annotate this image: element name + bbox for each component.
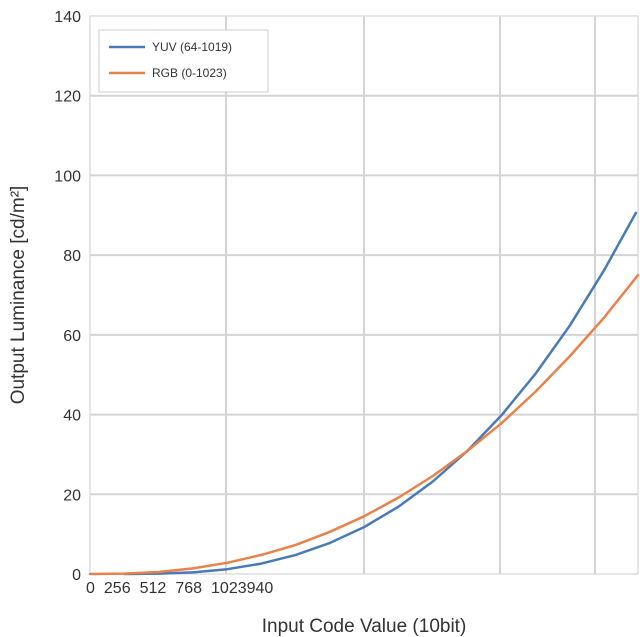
x-tick-label: 0 [86, 580, 95, 597]
series-line [123, 211, 638, 576]
series-lines [88, 211, 640, 576]
y-tick-labels: 0 20 40 60 80 100 120 140 [54, 9, 81, 584]
legend-label: RGB (0-1023) [152, 66, 227, 80]
y-tick-label: 100 [54, 168, 81, 185]
y-axis-title: Output Luminance [cd/m²] [8, 186, 29, 405]
legend-label: YUV (64-1019) [152, 40, 232, 54]
series-line [88, 273, 640, 576]
legend: YUV (64-1019) RGB (0-1023) [98, 29, 269, 93]
y-tick-label: 140 [54, 9, 81, 26]
y-tick-label: 20 [63, 487, 81, 504]
x-tick-label: 256 [104, 580, 131, 597]
y-tick-label: 120 [54, 89, 81, 106]
grid-lines [90, 16, 638, 574]
x-tick-labels: 0 256 512 768 1023 940 [86, 580, 273, 597]
x-tick-label: 940 [247, 580, 274, 597]
x-axis-title: Input Code Value (10bit) [262, 616, 467, 637]
y-tick-label: 40 [63, 408, 81, 425]
x-tick-label: 1023 [211, 580, 247, 597]
legend-box [98, 29, 269, 93]
y-tick-label: 60 [63, 328, 81, 345]
y-tick-label: 0 [72, 567, 81, 584]
x-tick-label: 768 [175, 580, 202, 597]
y-tick-label: 80 [63, 248, 81, 265]
x-tick-label: 512 [140, 580, 167, 597]
